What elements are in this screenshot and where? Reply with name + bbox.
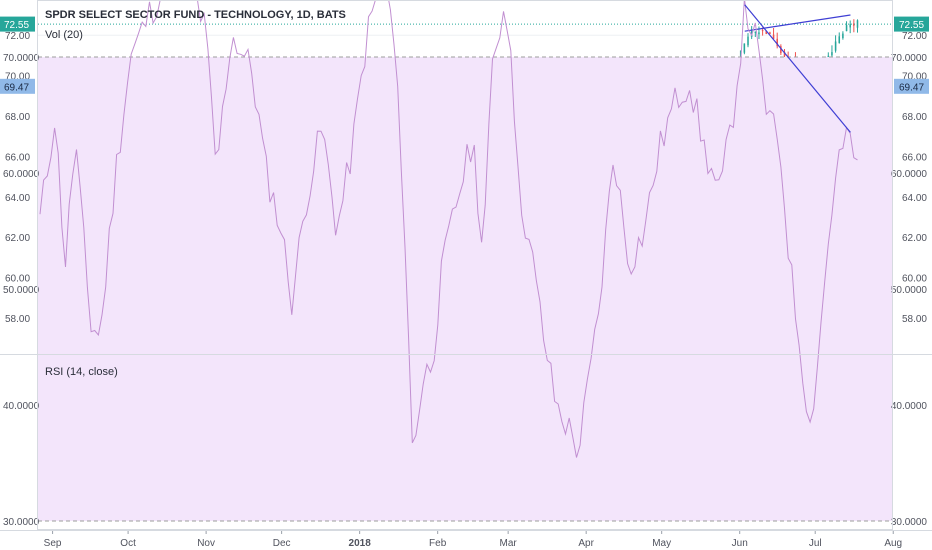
price-tick-label-left: 68.00 [5,112,30,123]
last-price-badge-right [894,16,929,32]
rsi-tick-label-right: 70.0000 [891,53,928,64]
level-line-badge-right [894,78,929,94]
rsi-band [38,57,892,521]
rsi-tick-label-left: 70.0000 [3,53,40,64]
time-label: Nov [197,538,215,549]
price-tick-label-right: 62.00 [902,233,927,244]
candle-body [765,31,768,34]
price-tick-label-right: 66.00 [902,152,927,163]
rsi-line [39,0,858,458]
candle-body [769,32,771,35]
candle-body [776,38,778,47]
time-label: 2018 [349,538,372,549]
candle-body [849,24,851,28]
candle-body [758,32,760,35]
candle-body [834,41,837,51]
price-tick-label-right: 68.00 [902,112,927,123]
candle-body [853,23,855,26]
candle-body [831,52,833,56]
price-tick-label-left: 62.00 [5,233,30,244]
candle-body [842,33,844,39]
candle-body [739,50,742,59]
level-line-badge-left [0,78,35,94]
time-label: Dec [273,538,291,549]
price-tick-label-left: 64.00 [5,193,30,204]
time-label: Oct [120,538,136,549]
price-tick-label-left: 60.00 [5,274,30,285]
candle-body [754,31,757,33]
time-label: Apr [578,538,594,549]
time-label: Jul [809,538,822,549]
rsi-panel[interactable]: 30.0000 30.0000 40.0000 40.0000 50.0000 50.00… [3,0,927,528]
volume-indicator-label[interactable]: Vol (20) [45,29,83,41]
candle-body [783,51,786,57]
rsi-tick-label-right: 30.0000 [891,517,928,528]
candle-body [761,30,764,32]
last-price-badge-left [0,16,35,32]
candle-body [780,46,782,54]
time-label: Jun [732,538,748,549]
last-price-badge-text-right: 72.55 [899,20,924,31]
price-tick-label-right: 60.00 [902,274,927,285]
price-tick-label-left: 66.00 [5,152,30,163]
candle-body [747,36,749,46]
chart-title: SPDR SELECT SECTOR FUND - TECHNOLOGY, 1D… [45,9,346,21]
price-tick-label-right: 64.00 [902,193,927,204]
rsi-tick-label-right: 50.0000 [891,285,928,296]
candle-body [743,43,746,53]
rsi-indicator-label[interactable]: RSI (14, close) [45,366,118,378]
rsi-tick-label-left: 30.0000 [3,517,40,528]
chart-frame [37,0,893,530]
price-trend-line[interactable] [744,14,851,32]
time-label: Mar [500,538,518,549]
rsi-tick-label-right: 60.0000 [891,169,928,180]
rsi-tick-label-left: 50.0000 [3,285,40,296]
time-label: Aug [884,538,902,549]
price-tick-label-left: 72.00 [5,31,30,42]
level-line-badge-text-left: 69.47 [4,82,29,93]
rsi-trend-line[interactable] [744,4,851,133]
time-label: Feb [429,538,447,549]
last-price-badge-text-left: 72.55 [4,20,29,31]
rsi-tick-label-right: 40.0000 [891,401,928,412]
candle-body [838,36,841,44]
rsi-tick-label-left: 40.0000 [3,401,40,412]
time-label: Sep [44,538,62,549]
price-tick-label-right: 72.00 [902,31,927,42]
price-tick-label-left: 70.00 [5,72,30,83]
rsi-tick-label-left: 60.0000 [3,169,40,180]
price-tick-label-left: 58.00 [5,314,30,325]
candle-body [845,25,848,32]
time-label: May [652,538,671,549]
candle-body [772,34,775,39]
time-axis[interactable]: Sep Oct Nov Dec 2018 Feb Mar Apr May Jun Jul Aug [44,530,902,549]
price-tick-label-right: 58.00 [902,314,927,325]
level-line-badge-text-right: 69.47 [899,82,924,93]
price-tick-label-right: 70.00 [902,72,927,83]
